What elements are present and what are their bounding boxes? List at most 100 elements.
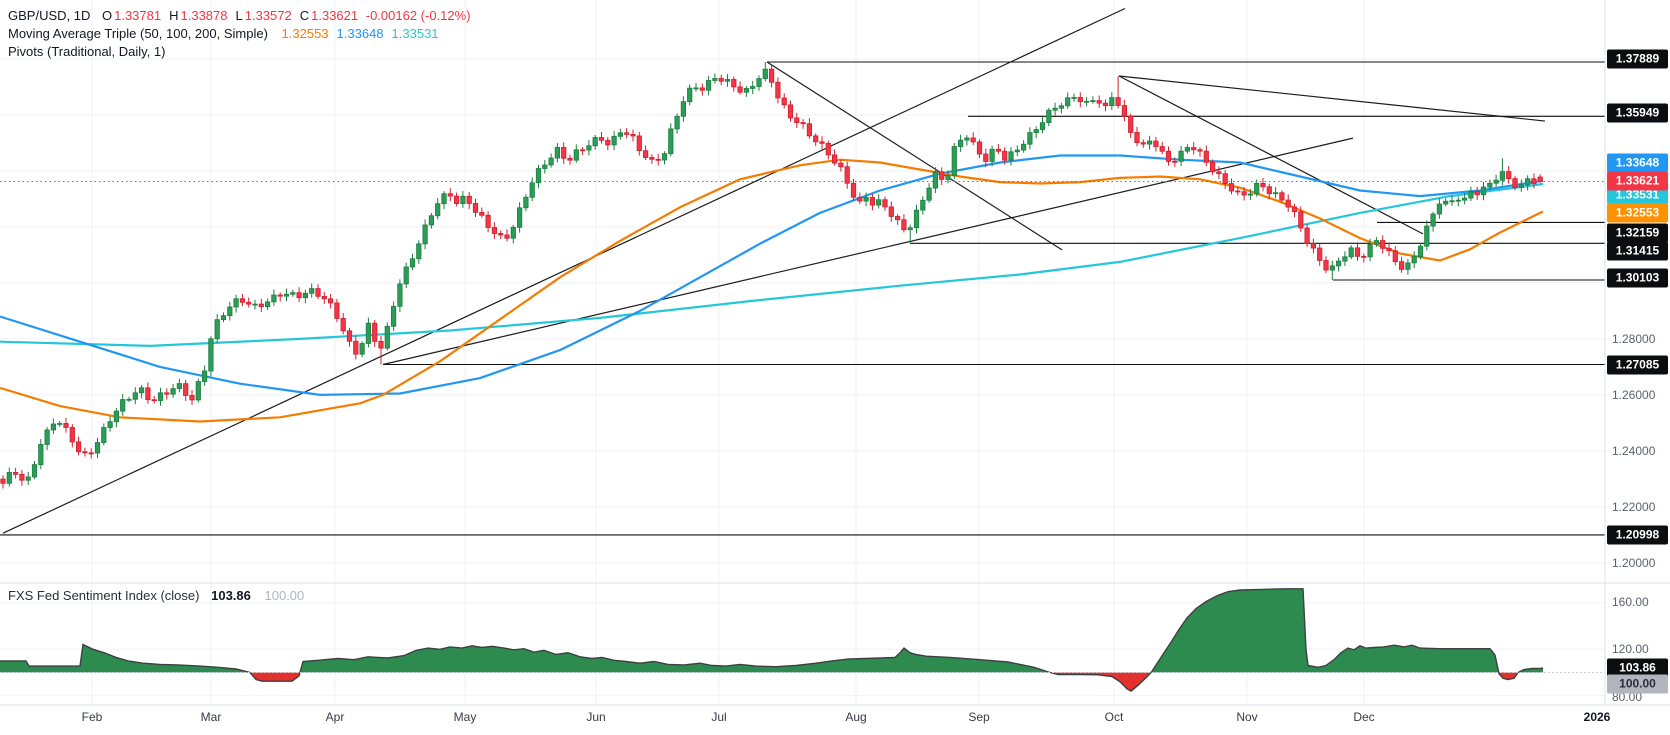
candle[interactable] <box>888 206 894 217</box>
candle[interactable] <box>850 182 857 198</box>
symbol-title[interactable]: GBP/USD, 1D <box>8 8 91 23</box>
candle[interactable] <box>598 137 605 141</box>
candle[interactable] <box>573 149 579 161</box>
candlestick-series[interactable] <box>0 62 1543 489</box>
price-axis-badge[interactable]: 1.35949 <box>1607 103 1668 123</box>
candle[interactable] <box>44 429 50 445</box>
candle[interactable] <box>435 203 441 217</box>
candle[interactable] <box>951 146 957 176</box>
candle[interactable] <box>611 135 617 146</box>
trendline-up[interactable] <box>382 137 1354 366</box>
candle[interactable] <box>819 141 825 144</box>
candle[interactable] <box>63 423 69 428</box>
candle[interactable] <box>825 142 831 156</box>
candle[interactable] <box>1014 149 1020 153</box>
trendline-down[interactable] <box>1118 75 1546 122</box>
candle[interactable] <box>844 166 850 184</box>
candle[interactable] <box>1499 171 1505 181</box>
candle[interactable] <box>1317 247 1323 261</box>
candle[interactable] <box>69 427 75 443</box>
candle[interactable] <box>895 216 901 221</box>
candle[interactable] <box>1172 160 1178 163</box>
candle[interactable] <box>1298 211 1304 229</box>
candle[interactable] <box>1380 240 1386 249</box>
candle[interactable] <box>876 199 882 206</box>
candle[interactable] <box>794 117 800 123</box>
candle[interactable] <box>1096 100 1102 104</box>
candle[interactable] <box>94 442 101 454</box>
candle[interactable] <box>554 147 561 159</box>
candle[interactable] <box>510 226 516 239</box>
ma-legend-row[interactable]: Moving Average Triple (50, 100, 200, Sim… <box>8 26 449 41</box>
candle[interactable] <box>989 148 995 162</box>
sentiment-axis-badge[interactable]: 103.86 <box>1607 658 1668 678</box>
sentiment-indicator-title[interactable]: FXS Fed Sentiment Index (close) <box>8 588 200 603</box>
sentiment-area-negative[interactable] <box>0 589 1543 692</box>
candle[interactable] <box>1411 256 1417 264</box>
candle[interactable] <box>1537 176 1543 182</box>
candle[interactable] <box>863 197 869 202</box>
candle[interactable] <box>1109 97 1115 107</box>
price-axis-badge[interactable]: 1.20998 <box>1607 525 1668 545</box>
candle[interactable] <box>334 302 340 319</box>
trendline-down[interactable] <box>766 61 1063 251</box>
candle[interactable] <box>120 399 126 412</box>
candle[interactable] <box>787 104 794 119</box>
candle[interactable] <box>630 134 636 137</box>
candle[interactable] <box>365 322 372 344</box>
candle[interactable] <box>0 478 6 484</box>
candle[interactable] <box>384 325 390 349</box>
candle[interactable] <box>409 258 416 268</box>
candle[interactable] <box>1090 100 1096 102</box>
candle[interactable] <box>1228 183 1235 192</box>
candle[interactable] <box>1153 140 1159 147</box>
candle[interactable] <box>57 423 63 425</box>
candle[interactable] <box>1417 245 1424 257</box>
candle[interactable] <box>1462 197 1468 201</box>
candle[interactable] <box>170 388 176 395</box>
candle[interactable] <box>857 196 863 202</box>
candle[interactable] <box>958 139 964 147</box>
candle[interactable] <box>624 132 630 135</box>
candle[interactable] <box>1348 247 1354 258</box>
candle[interactable] <box>504 234 510 239</box>
price-axis-badge[interactable]: 1.33621 <box>1607 171 1668 191</box>
candle[interactable] <box>460 195 466 204</box>
candle[interactable] <box>750 86 756 89</box>
candle[interactable] <box>655 158 661 161</box>
candle[interactable] <box>1399 261 1405 270</box>
candle[interactable] <box>88 452 94 455</box>
price-axis-badge[interactable]: 1.32159 <box>1607 223 1668 243</box>
candle[interactable] <box>1405 262 1411 270</box>
candle[interactable] <box>743 88 750 93</box>
candle[interactable] <box>359 343 365 355</box>
candle[interactable] <box>353 340 359 355</box>
candle[interactable] <box>920 199 926 211</box>
candle[interactable] <box>995 148 1002 152</box>
candle[interactable] <box>290 292 296 295</box>
candle[interactable] <box>762 68 768 79</box>
candle[interactable] <box>1254 182 1260 195</box>
candle[interactable] <box>737 86 743 93</box>
candle[interactable] <box>907 227 913 231</box>
candle[interactable] <box>1140 142 1146 145</box>
candle[interactable] <box>806 123 813 137</box>
candle[interactable] <box>19 473 25 481</box>
candle[interactable] <box>428 215 435 226</box>
candle[interactable] <box>1165 150 1172 162</box>
candle[interactable] <box>176 383 182 390</box>
candle[interactable] <box>813 135 819 143</box>
candle[interactable] <box>12 472 19 475</box>
candle[interactable] <box>258 303 264 308</box>
candle[interactable] <box>1039 122 1046 130</box>
candle[interactable] <box>239 298 245 303</box>
candle[interactable] <box>1468 190 1474 199</box>
candle[interactable] <box>378 340 384 349</box>
candle[interactable] <box>1084 100 1090 103</box>
trendline-up[interactable] <box>2 7 1126 534</box>
candle[interactable] <box>882 199 888 208</box>
candle[interactable] <box>1002 150 1008 161</box>
candle[interactable] <box>775 81 781 99</box>
candle[interactable] <box>277 294 283 297</box>
